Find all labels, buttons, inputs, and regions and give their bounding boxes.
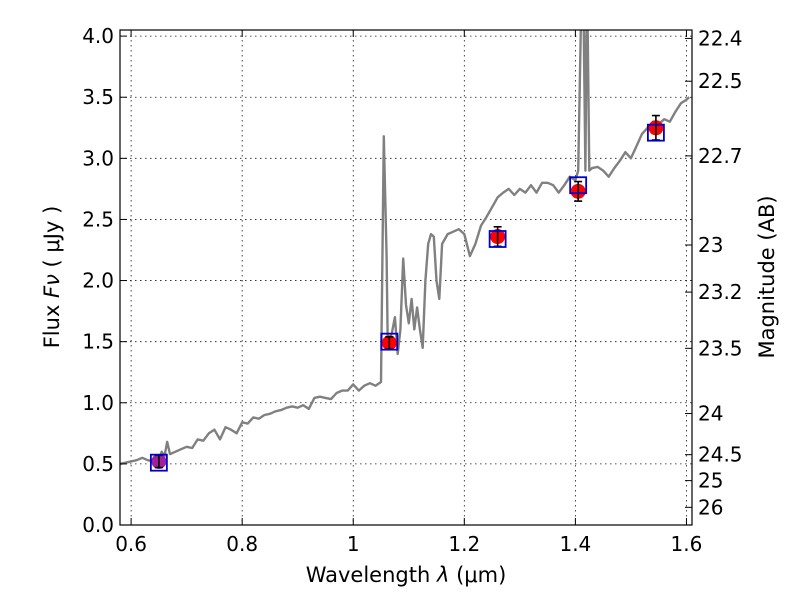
y-tick-label: 4.0	[82, 24, 114, 48]
y-tick-label: 3.5	[82, 85, 114, 109]
mag-tick-label: 22.5	[698, 69, 743, 93]
model-box	[569, 176, 588, 195]
y-tick-label: 0.0	[82, 513, 114, 537]
x-tick-label: 1.6	[671, 532, 703, 556]
data-markers	[149, 114, 665, 472]
y-tick-label: 1.5	[82, 330, 114, 354]
axis-ticks: 0.6 0.8 1 1.2 1.4 1.6 0.0 0.5 1.0 1.5 2.0 2.5 3.0 3.5…	[82, 24, 742, 556]
mag-tick-label: 23	[698, 233, 723, 257]
mag-tick-label: 22.7	[698, 144, 743, 168]
y-axis-label: Flux Fν ( μJy )	[40, 206, 64, 349]
y-tick-label: 2.0	[82, 269, 114, 293]
y2-axis-label: Magnitude (AB)	[755, 195, 779, 358]
model-box	[149, 453, 168, 472]
y-tick-label: 1.0	[82, 391, 114, 415]
plot-frame	[119, 29, 693, 526]
mag-tick-label: 22.4	[698, 26, 743, 50]
x-axis-label: Wavelength λ (μm)	[306, 563, 507, 587]
y-tick-label: 3.0	[82, 146, 114, 170]
mag-tick-label: 23.5	[698, 336, 743, 360]
model-box	[488, 230, 507, 248]
mag-tick-label: 24.5	[698, 443, 743, 467]
mag-tick-label: 25	[698, 469, 723, 493]
y-tick-label: 2.5	[82, 207, 114, 231]
x-tick-label: 0.8	[226, 532, 258, 556]
spectrum-line	[120, 30, 690, 466]
model-box	[647, 123, 665, 142]
x-tick-label: 0.6	[115, 532, 147, 556]
model-box	[380, 332, 399, 351]
mag-tick-label: 26	[698, 495, 723, 519]
x-tick-label: 1	[347, 532, 360, 556]
mag-tick-label: 23.2	[698, 280, 743, 304]
grid-lines	[120, 30, 692, 525]
mag-tick-label: 24	[698, 402, 723, 426]
y-tick-label: 0.5	[82, 452, 114, 476]
x-tick-label: 1.2	[448, 532, 480, 556]
x-tick-label: 1.4	[559, 532, 591, 556]
